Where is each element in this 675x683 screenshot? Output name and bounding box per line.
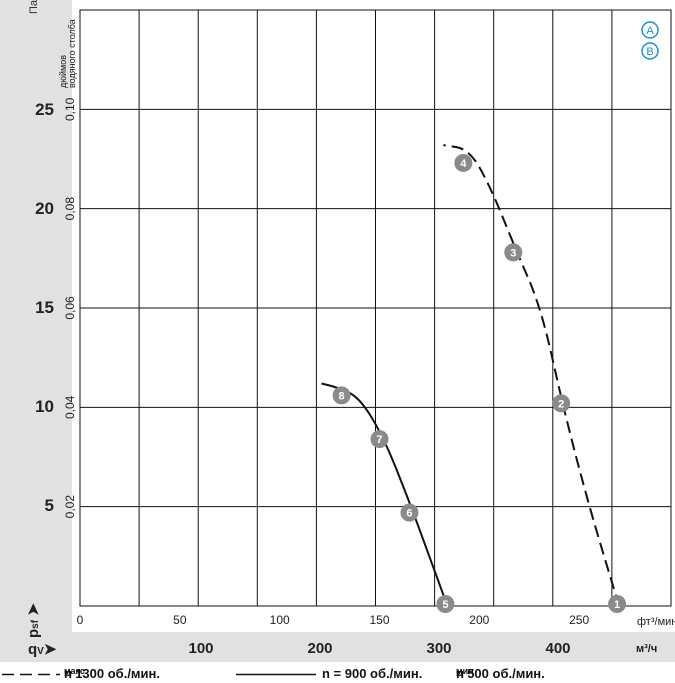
x-tick-label: 200	[469, 613, 489, 627]
point-label-6: 6	[406, 508, 412, 520]
x2-tick-400: 400	[545, 640, 571, 657]
legend: n макс = 1300 об./мин. n = 900 об./мин. …	[0, 666, 675, 682]
x-unit-label: фт³/мин	[637, 616, 675, 628]
x-axis-band	[0, 632, 675, 662]
x-tick-label: 0	[77, 613, 84, 627]
point-label-5: 5	[442, 599, 448, 611]
x-tick-label: 50	[173, 613, 187, 627]
y-axis-symbol: psf ➤	[25, 603, 42, 638]
y2-tick-label: 0,08	[63, 197, 77, 221]
point-label-7: 7	[376, 434, 382, 446]
legend-item-900: n = 900 об./мин.	[322, 666, 423, 681]
y-tick-5: 5	[44, 496, 54, 515]
legend-solid-line	[236, 673, 316, 676]
marker-label-A: A	[646, 25, 654, 37]
y2-tick-label: 0,06	[63, 296, 77, 320]
legend-dashed-line	[2, 673, 60, 676]
x2-unit: м³/ч	[636, 643, 658, 655]
y2-tick-label: 0,02	[63, 495, 77, 519]
point-label-8: 8	[338, 390, 344, 402]
point-label-4: 4	[460, 158, 467, 170]
y-tick-25: 25	[35, 100, 54, 119]
y-unit-pa: Па	[28, 0, 40, 14]
y2-tick-label: 0,04	[63, 395, 77, 419]
point-marker-1	[608, 595, 627, 614]
y2-unit-label: дюймов	[58, 55, 68, 88]
series-curve-0	[443, 144, 621, 607]
point-label-1: 1	[614, 599, 620, 611]
y-axis-band	[0, 0, 72, 632]
point-marker-4	[454, 153, 473, 172]
x2-tick-300: 300	[426, 640, 452, 657]
x-tick-label: 250	[569, 613, 589, 627]
y-tick-15: 15	[35, 298, 54, 317]
x2-tick-200: 200	[307, 640, 333, 657]
marker-circle-B	[641, 42, 659, 60]
point-marker-3	[504, 243, 523, 262]
point-marker-7	[370, 430, 389, 449]
x-tick-label: 100	[270, 613, 290, 627]
x2-tick-100: 100	[188, 640, 214, 657]
y2-unit-label: водяного столба	[67, 19, 77, 88]
y-tick-10: 10	[35, 397, 54, 416]
point-label-3: 3	[510, 247, 516, 259]
y2-tick-label: 0,10	[63, 97, 77, 121]
point-marker-6	[400, 503, 419, 522]
marker-circle-A	[641, 21, 659, 39]
y-tick-20: 20	[35, 199, 54, 218]
marker-label-B: B	[646, 46, 653, 58]
point-marker-5	[436, 595, 455, 614]
point-label-2: 2	[558, 398, 564, 410]
point-marker-2	[552, 394, 571, 413]
point-marker-8	[332, 386, 351, 405]
x-tick-label: 150	[369, 613, 389, 627]
x-axis-symbol: qV➤	[28, 641, 57, 658]
